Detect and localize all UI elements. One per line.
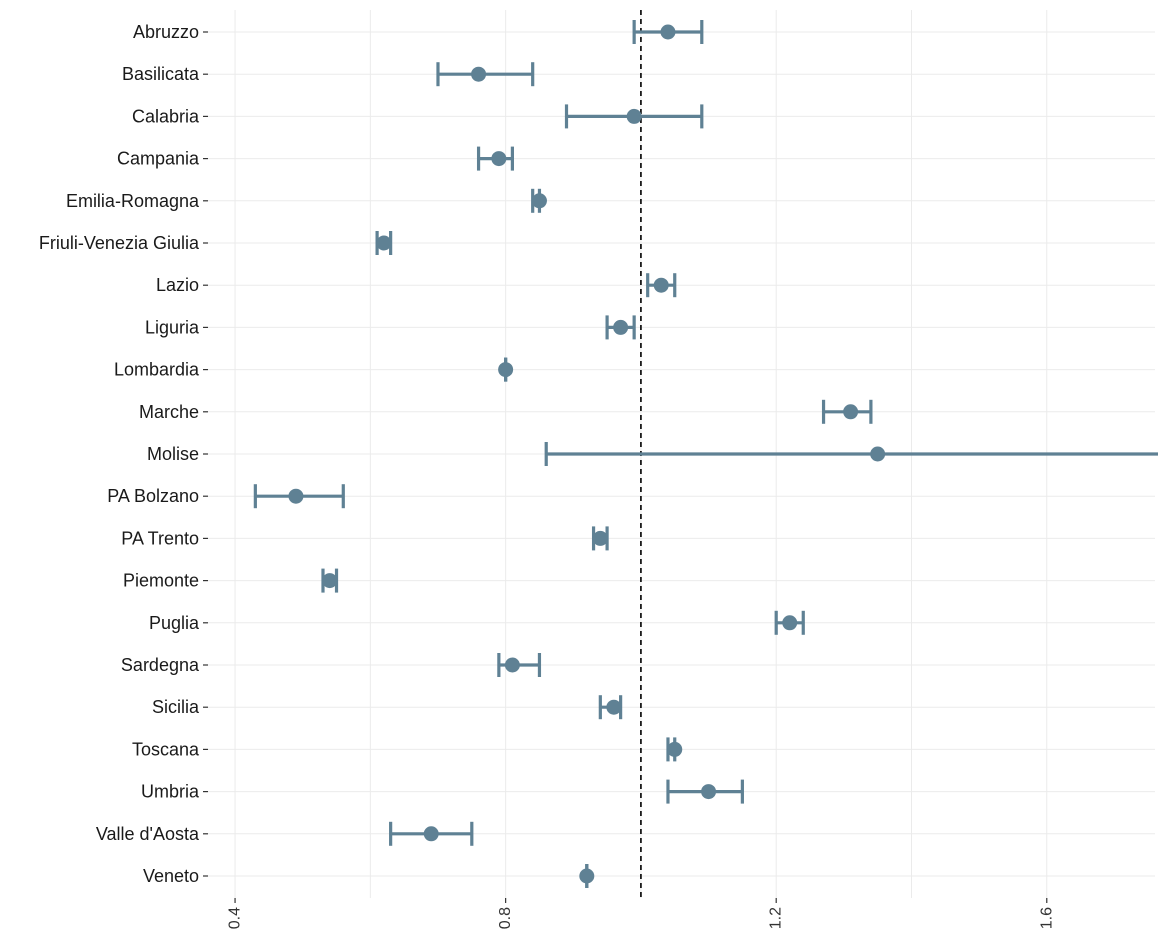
y-tick-label: Lazio [156,275,199,295]
estimate-point [504,657,520,673]
estimate-point [843,404,859,420]
y-tick-label: Friuli-Venezia Giulia [39,233,200,253]
estimate-point [660,24,676,40]
estimate-point [653,277,669,293]
y-tick-label: Sardegna [121,655,200,675]
y-tick-label: Toscana [132,739,200,759]
estimate-point [491,151,507,167]
estimate-point [423,826,439,842]
y-tick-label: Liguria [145,317,200,337]
estimate-point [498,362,514,378]
estimate-point [782,615,798,631]
y-tick-label: Puglia [149,613,200,633]
estimate-point [613,319,629,335]
estimate-point [531,193,547,209]
y-tick-label: Veneto [143,866,199,886]
y-tick-label: Marche [139,402,199,422]
y-tick-label: Basilicata [122,64,200,84]
y-tick-label: Abruzzo [133,22,199,42]
estimate-point [579,868,595,884]
y-tick-label: Calabria [132,106,200,126]
x-axis-labels: 0.4 0.8 1.2 1.6 [227,898,1055,929]
y-tick-label: Molise [147,444,199,464]
x-tick-label: 0.4 [227,907,244,929]
estimate-point [322,573,338,589]
estimate-point [606,699,622,715]
point-layer [288,24,886,884]
estimate-point [870,446,886,462]
y-tick-label: Emilia-Romagna [66,191,200,211]
estimate-point [376,235,392,251]
estimate-point [471,66,487,82]
estimate-point [288,488,304,504]
y-tick-label: Umbria [141,782,200,802]
y-tick-label: Campania [117,149,200,169]
estimate-point [667,741,683,757]
y-tick-label: PA Trento [121,528,199,548]
estimate-point [701,784,717,800]
estimate-point [626,108,642,124]
y-tick-label: Valle d'Aosta [96,824,200,844]
y-axis-labels: Abruzzo Basilicata Calabria Campania Emilia-… [39,22,208,886]
x-tick-label: 1.2 [768,907,785,929]
y-tick-label: PA Bolzano [107,486,199,506]
x-tick-label: 0.8 [497,907,514,929]
x-tick-label: 1.6 [1038,907,1055,929]
y-tick-label: Sicilia [152,697,200,717]
estimate-point [592,530,608,546]
y-tick-label: Lombardia [114,360,200,380]
y-tick-label: Piemonte [123,571,199,591]
